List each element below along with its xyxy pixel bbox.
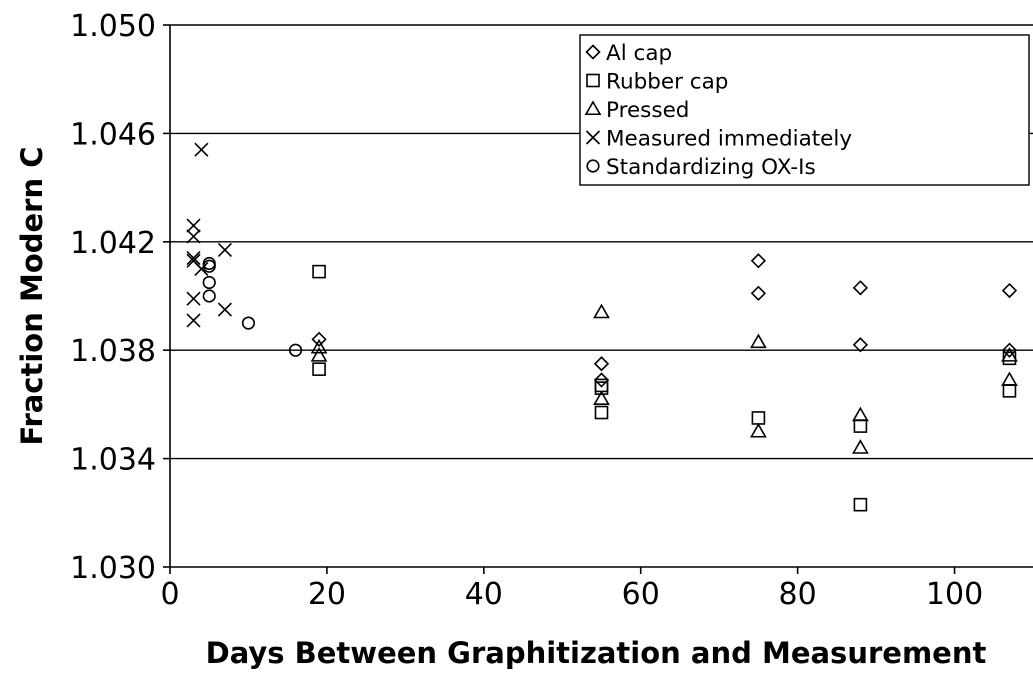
point-diamond [1001,342,1018,358]
point-x [186,218,201,233]
point-circle [202,259,216,273]
legend-label: Rubber cap [606,70,728,95]
point-triangle [1001,371,1018,387]
point-circle [202,256,216,271]
point-diamond [311,331,327,347]
point-square [594,381,609,395]
y-tick-label: 1.038 [70,334,156,369]
y-tick-label: 1.034 [70,443,156,478]
legend: Al cap Rubber cap Pressed Measured immediat… [579,34,1030,186]
point-diamond [852,280,869,296]
point-triangle [852,406,869,422]
legend-marker-square [586,73,600,88]
legend-marker-x [585,130,601,145]
legend-item: Al cap [585,41,672,66]
point-x [186,229,201,244]
point-x [194,261,209,276]
x-tick-label: 100 [926,577,983,612]
point-diamond [750,253,767,269]
point-circle [202,275,216,290]
point-x [194,142,209,157]
y-tick-label: 1.046 [70,117,156,152]
x-axis-ticks: 0 20 40 60 80 100 [160,567,983,612]
legend-item: Standardizing OX-Is [586,155,816,180]
point-triangle [750,422,767,438]
point-diamond [1001,282,1018,299]
x-tick-label: 20 [308,577,346,612]
y-tick-label: 1.030 [70,551,156,586]
legend-marker-diamond [585,44,601,60]
point-diamond [750,285,767,301]
point-square [751,411,766,425]
point-circle [241,316,256,330]
x-tick-label: 60 [622,577,660,612]
point-x [186,313,201,328]
legend-label: Al cap [606,41,672,66]
point-square [312,362,326,376]
point-square [853,497,868,512]
point-circle [202,289,216,303]
point-triangle [852,439,869,454]
point-x [217,302,232,317]
axes [169,25,1033,568]
legend-label: Standardizing OX-Is [606,155,816,180]
point-triangle [750,333,767,349]
legend-marker-circle [586,159,600,173]
legend-item: Pressed [584,98,689,123]
x-tick-label: 80 [779,577,817,612]
legend-label: Measured immediately [606,127,852,152]
point-diamond [593,372,610,388]
y-axis-ticks: 1.030 1.034 1.038 1.042 1.046 1.050 [70,9,170,586]
y-axis-title: Fraction Modern C [15,146,49,445]
point-triangle [1001,347,1018,362]
point-triangle [593,390,610,406]
y-tick-label: 1.050 [70,9,156,44]
legend-item: Rubber cap [586,70,728,95]
point-diamond [852,337,869,353]
point-square [594,405,609,420]
point-triangle [310,347,328,362]
legend-item: Measured immediately [585,127,852,152]
x-tick-label: 40 [465,577,503,612]
point-triangle [593,303,610,319]
point-square [853,419,868,433]
x-tick-label: 0 [160,577,179,612]
point-x [217,242,232,257]
point-square [312,264,326,279]
point-x [186,291,201,306]
point-triangle [310,338,328,354]
point-square [1002,351,1017,366]
y-tick-label: 1.042 [70,226,156,261]
point-x [186,250,201,266]
legend-box [579,34,1030,186]
legend-marker-triangle [584,100,602,116]
x-axis-title: Days Between Graphitization and Measurem… [206,636,987,670]
data-points [186,142,1018,512]
point-square [1002,384,1017,398]
legend-label: Pressed [606,98,689,123]
point-diamond [593,356,610,372]
point-circle [288,343,303,357]
